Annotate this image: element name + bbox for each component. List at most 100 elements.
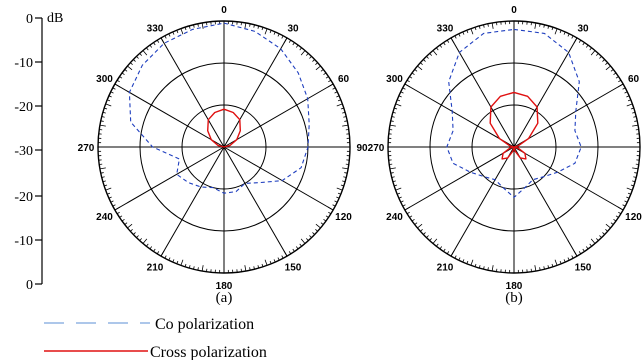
angle-minor-tick — [277, 33, 280, 37]
angle-minor-tick — [420, 62, 423, 65]
angle-minor-tick — [342, 167, 349, 170]
angle-tick-label: 330 — [147, 23, 164, 34]
angle-minor-tick — [342, 124, 349, 127]
angle-minor-tick — [336, 95, 340, 98]
angle-tick-label: 120 — [625, 212, 642, 223]
angle-minor-tick — [394, 184, 398, 187]
radial-tick-label: 0 — [26, 278, 33, 293]
angle-minor-tick — [633, 176, 637, 178]
angle-minor-tick — [474, 263, 477, 267]
angle-minor-tick — [622, 87, 626, 90]
angle-minor-tick — [398, 196, 402, 199]
angle-minor-tick — [327, 83, 334, 88]
angle-minor-tick — [160, 37, 165, 44]
grid-spoke — [513, 146, 624, 211]
angle-minor-tick — [392, 111, 396, 114]
angle-minor-tick — [315, 65, 321, 71]
angle-minor-tick — [176, 30, 179, 34]
angle-minor-tick — [299, 243, 302, 247]
angle-minor-tick — [104, 107, 108, 110]
grid-spoke — [450, 37, 515, 148]
angle-minor-tick — [336, 196, 340, 199]
angle-minor-tick — [554, 259, 558, 266]
angle-minor-tick — [590, 50, 596, 56]
angle-minor-tick — [487, 23, 489, 27]
angle-tick-label: 60 — [338, 74, 350, 85]
angle-minor-tick — [160, 250, 165, 257]
angle-minor-tick — [253, 24, 255, 28]
angle-minor-tick — [334, 200, 338, 203]
angle-minor-tick — [610, 69, 614, 72]
angle-minor-tick — [487, 267, 489, 271]
angle-minor-tick — [342, 111, 346, 114]
angle-minor-tick — [273, 259, 276, 263]
angle-tick-label: 240 — [96, 212, 113, 223]
angle-minor-tick — [281, 255, 284, 259]
angle-tick-label: 0 — [221, 5, 227, 16]
angle-minor-tick — [543, 24, 545, 28]
angle-minor-tick — [605, 229, 608, 232]
angle-minor-tick — [121, 218, 125, 222]
angle-minor-tick — [127, 65, 133, 71]
grid-spoke — [160, 37, 225, 148]
angle-minor-tick — [547, 25, 550, 29]
angle-minor-tick — [264, 28, 268, 35]
angle-minor-tick — [292, 248, 295, 252]
angle-minor-tick — [340, 107, 344, 110]
angle-minor-tick — [470, 259, 474, 266]
angle-minor-tick — [133, 59, 136, 62]
angle-minor-tick — [409, 76, 413, 79]
angle-minor-tick — [149, 246, 153, 250]
angle-minor-tick — [426, 235, 429, 238]
angle-minor-tick — [573, 37, 578, 44]
angle-minor-tick — [172, 31, 175, 35]
angle-minor-tick — [551, 27, 554, 31]
angle-minor-tick — [312, 232, 315, 235]
angle-minor-tick — [337, 192, 341, 195]
angle-minor-tick — [439, 44, 443, 48]
angle-minor-tick — [390, 172, 394, 174]
angle-minor-tick — [539, 23, 541, 27]
legend: Co polarization Cross polarization — [44, 316, 267, 360]
angle-minor-tick — [404, 206, 411, 211]
angle-minor-tick — [121, 72, 125, 76]
angle-minor-tick — [571, 35, 574, 39]
angle-minor-tick — [389, 124, 396, 127]
angle-minor-tick — [309, 235, 312, 238]
angle-minor-tick — [426, 56, 429, 59]
angle-minor-tick — [281, 35, 284, 39]
angle-minor-tick — [605, 65, 611, 71]
radial-tick-label: 0 — [26, 12, 33, 27]
angle-minor-tick — [107, 99, 111, 102]
angle-minor-tick — [618, 79, 622, 83]
angle-minor-tick — [325, 76, 329, 79]
angle-minor-tick — [624, 200, 628, 203]
angle-minor-tick — [188, 25, 191, 29]
angle-minor-tick — [340, 184, 344, 187]
angle-tick-label: 60 — [628, 74, 640, 85]
angle-minor-tick — [306, 238, 309, 241]
angle-minor-tick — [295, 44, 299, 48]
angle-minor-tick — [105, 187, 112, 191]
grid-spoke — [223, 146, 334, 211]
angle-minor-tick — [563, 31, 566, 35]
angle-minor-tick — [573, 250, 578, 257]
grid-spoke — [223, 37, 288, 148]
radial-tick-label: -20 — [14, 100, 33, 115]
angle-minor-tick — [105, 103, 112, 107]
angle-minor-tick — [404, 83, 411, 88]
angle-minor-tick — [436, 243, 439, 247]
panel-label-b: (b) — [505, 290, 523, 306]
angle-minor-tick — [99, 167, 106, 170]
angle-minor-tick — [411, 218, 415, 222]
panel-label-a: (a) — [216, 290, 233, 306]
angle-minor-tick — [478, 265, 481, 269]
angle-minor-tick — [127, 223, 133, 229]
angle-minor-tick — [446, 251, 450, 255]
radial-tick-label: -10 — [14, 56, 33, 71]
angle-minor-tick — [312, 59, 315, 62]
angle-minor-tick — [543, 266, 545, 270]
angle-minor-tick — [104, 184, 108, 187]
angle-tick-label: 330 — [437, 23, 454, 34]
angle-minor-tick — [323, 72, 327, 76]
